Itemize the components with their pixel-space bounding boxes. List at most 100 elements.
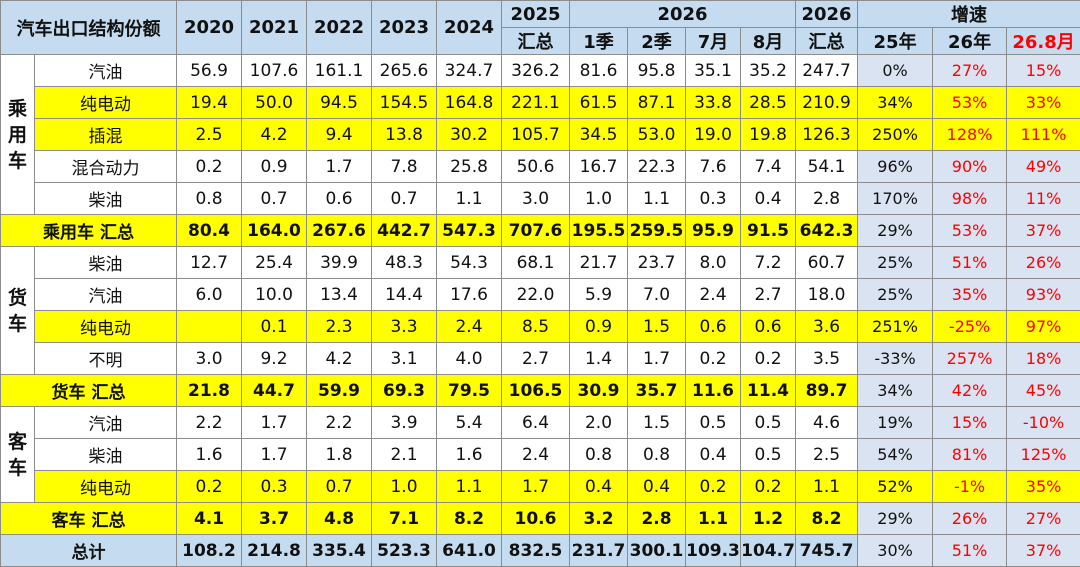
- value-cell: 0.3: [242, 471, 307, 503]
- value-cell: 0.6: [741, 311, 796, 343]
- value-cell: 3.2: [570, 503, 628, 535]
- value-cell: 0.8: [570, 439, 628, 471]
- value-cell: 22.0: [502, 279, 570, 311]
- value-cell: 832.5: [502, 535, 570, 567]
- growth-26-aug-cell: 125%: [1007, 439, 1080, 471]
- growth-26-header: 26年: [933, 28, 1007, 55]
- value-cell: 0.7: [307, 471, 372, 503]
- value-cell: 8.5: [502, 311, 570, 343]
- value-cell: 547.3: [437, 215, 502, 247]
- value-cell: 95.9: [686, 215, 741, 247]
- growth-26-cell: 53%: [933, 215, 1007, 247]
- row-label: 混合动力: [35, 151, 177, 183]
- value-cell: 34.5: [570, 119, 628, 151]
- growth-25-cell: 250%: [858, 119, 933, 151]
- value-cell: 106.5: [502, 375, 570, 407]
- value-cell: 56.9: [177, 55, 242, 87]
- value-cell: 164.8: [437, 87, 502, 119]
- value-cell: 3.1: [372, 343, 437, 375]
- value-cell: 13.8: [372, 119, 437, 151]
- growth-26-cell: 35%: [933, 279, 1007, 311]
- value-cell: 326.2: [502, 55, 570, 87]
- growth-25-cell: 170%: [858, 183, 933, 215]
- value-cell: 4.8: [307, 503, 372, 535]
- row-label: 插混: [35, 119, 177, 151]
- value-cell: 22.3: [628, 151, 686, 183]
- year-2023-header: 2023: [372, 1, 437, 55]
- value-cell: 0.4: [628, 471, 686, 503]
- year-2026-total-header: 2026: [796, 1, 858, 28]
- value-cell: 2.3: [307, 311, 372, 343]
- growth-26-aug-cell: 26%: [1007, 247, 1080, 279]
- growth-26-aug-cell: 18%: [1007, 343, 1080, 375]
- growth-25-cell: 34%: [858, 87, 933, 119]
- value-cell: 642.3: [796, 215, 858, 247]
- value-cell: 0.7: [372, 183, 437, 215]
- value-cell: 3.0: [177, 343, 242, 375]
- row-label: 不明: [35, 343, 177, 375]
- subtotal-label: 货车 汇总: [1, 375, 177, 407]
- growth-26-cell: -25%: [933, 311, 1007, 343]
- value-cell: 11.6: [686, 375, 741, 407]
- value-cell: 87.1: [628, 87, 686, 119]
- value-cell: 154.5: [372, 87, 437, 119]
- growth-26-aug-cell: 49%: [1007, 151, 1080, 183]
- value-cell: 2.4: [437, 311, 502, 343]
- value-cell: 10.0: [242, 279, 307, 311]
- value-cell: 707.6: [502, 215, 570, 247]
- value-cell: 1.1: [796, 471, 858, 503]
- value-cell: 54.1: [796, 151, 858, 183]
- value-cell: 0.9: [570, 311, 628, 343]
- value-cell: 0.2: [177, 471, 242, 503]
- value-cell: 0.6: [686, 311, 741, 343]
- year-2026-total-sub-header: 汇总: [796, 28, 858, 55]
- value-cell: 69.3: [372, 375, 437, 407]
- value-cell: 80.4: [177, 215, 242, 247]
- growth-25-cell: 34%: [858, 375, 933, 407]
- value-cell: 0.8: [628, 439, 686, 471]
- value-cell: 9.2: [242, 343, 307, 375]
- growth-26-aug-cell: 37%: [1007, 535, 1080, 567]
- value-cell: 442.7: [372, 215, 437, 247]
- value-cell: 61.5: [570, 87, 628, 119]
- growth-26-cell: 15%: [933, 407, 1007, 439]
- value-cell: 39.9: [307, 247, 372, 279]
- value-cell: 0.5: [741, 407, 796, 439]
- value-cell: 7.2: [741, 247, 796, 279]
- category-label: 货车: [1, 247, 35, 375]
- value-cell: 1.0: [570, 183, 628, 215]
- growth-26-aug-cell: 33%: [1007, 87, 1080, 119]
- value-cell: 231.7: [570, 535, 628, 567]
- value-cell: 91.5: [741, 215, 796, 247]
- value-cell: 247.7: [796, 55, 858, 87]
- value-cell: 48.3: [372, 247, 437, 279]
- growth-26-aug-cell: -10%: [1007, 407, 1080, 439]
- growth-26-cell: -1%: [933, 471, 1007, 503]
- value-cell: 28.5: [741, 87, 796, 119]
- value-cell: 0.4: [570, 471, 628, 503]
- value-cell: 35.2: [741, 55, 796, 87]
- value-cell: 1.6: [177, 439, 242, 471]
- value-cell: 641.0: [437, 535, 502, 567]
- value-cell: 35.7: [628, 375, 686, 407]
- value-cell: 19.4: [177, 87, 242, 119]
- value-cell: 1.1: [437, 183, 502, 215]
- value-cell: 1.4: [570, 343, 628, 375]
- value-cell: 2.1: [372, 439, 437, 471]
- value-cell: 259.5: [628, 215, 686, 247]
- growth-26-aug-cell: 15%: [1007, 55, 1080, 87]
- value-cell: 30.2: [437, 119, 502, 151]
- growth-26-aug-cell: 35%: [1007, 471, 1080, 503]
- value-cell: 59.9: [307, 375, 372, 407]
- value-cell: 0.2: [177, 151, 242, 183]
- growth-25-header: 25年: [858, 28, 933, 55]
- year-2024-header: 2024: [437, 1, 502, 55]
- value-cell: 10.6: [502, 503, 570, 535]
- value-cell: 21.7: [570, 247, 628, 279]
- value-cell: 1.0: [372, 471, 437, 503]
- growth-26-aug-cell: 45%: [1007, 375, 1080, 407]
- value-cell: 2.2: [177, 407, 242, 439]
